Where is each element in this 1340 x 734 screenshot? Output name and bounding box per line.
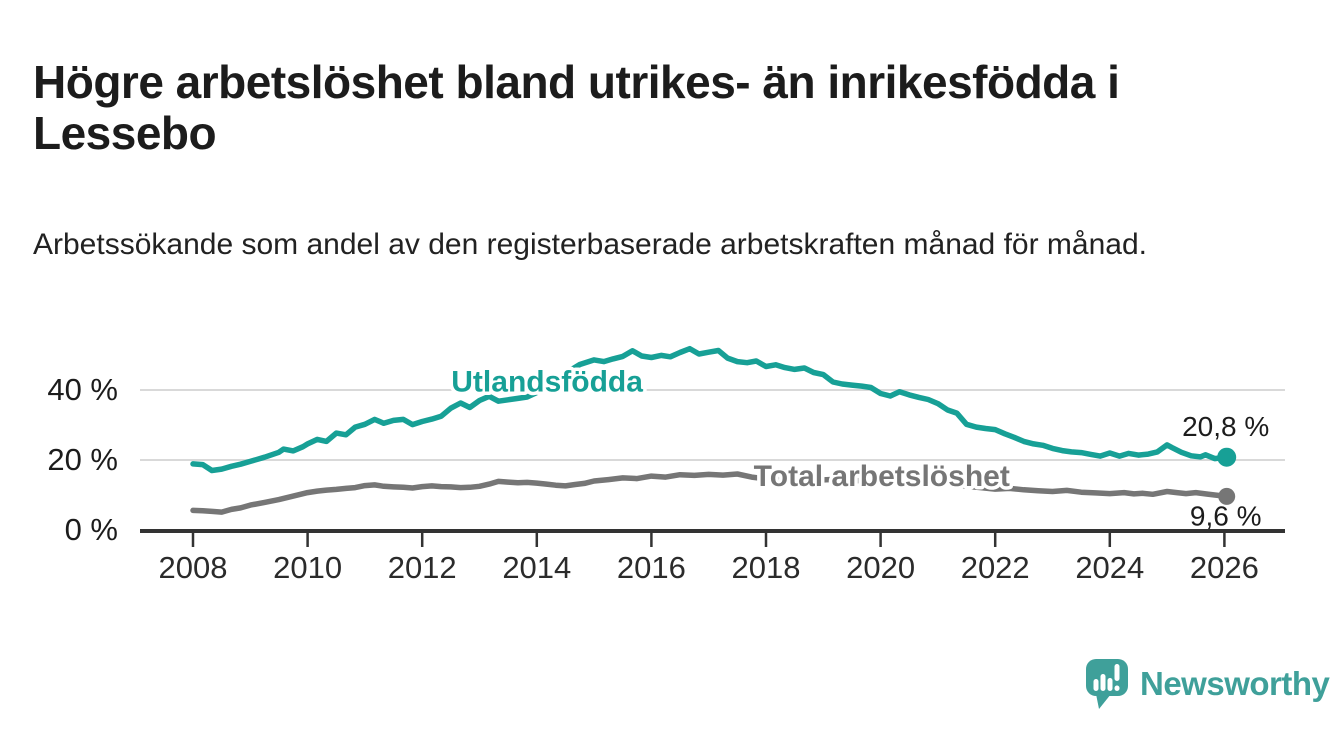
series-end-dot-total	[1218, 487, 1236, 505]
y-tick-label-0: 0 %	[65, 512, 118, 547]
x-tick-label-2010: 2010	[273, 550, 342, 585]
series-label-total: Total arbetslöshet	[754, 460, 1010, 493]
x-tick-label-2012: 2012	[388, 550, 457, 585]
chart-subtitle: Arbetssökande som andel av den registerb…	[33, 228, 1147, 261]
end-value-label-total: 9,6 %	[1190, 500, 1262, 531]
y-tick-label-40: 40 %	[47, 372, 118, 407]
page-title: Högre arbetslöshet bland utrikes- än inr…	[33, 55, 1120, 159]
newsworthy-wordmark: Newsworthy	[1140, 665, 1330, 702]
series-end-dot-utlandsfodda	[1217, 447, 1237, 467]
y-tick-label-20: 20 %	[47, 442, 118, 477]
x-tick-label-2014: 2014	[502, 550, 571, 585]
series-label-utlandsfodda: Utlandsfödda	[451, 366, 643, 399]
series-line-total	[190, 471, 1230, 515]
x-tick-label-2020: 2020	[846, 550, 915, 585]
x-tick-label-2008: 2008	[159, 550, 228, 585]
newsworthy-logo: Newsworthy	[1086, 659, 1330, 709]
series-line-utlandsfodda	[190, 345, 1230, 474]
x-tick-label-2022: 2022	[961, 550, 1030, 585]
x-tick-label-2024: 2024	[1075, 550, 1144, 585]
newsworthy-bubble-chart-icon	[1086, 659, 1128, 709]
x-tick-label-2026: 2026	[1190, 550, 1259, 585]
x-tick-label-2018: 2018	[732, 550, 801, 585]
end-value-label-utlandsfodda: 20,8 %	[1182, 411, 1269, 442]
x-tick-label-2016: 2016	[617, 550, 686, 585]
